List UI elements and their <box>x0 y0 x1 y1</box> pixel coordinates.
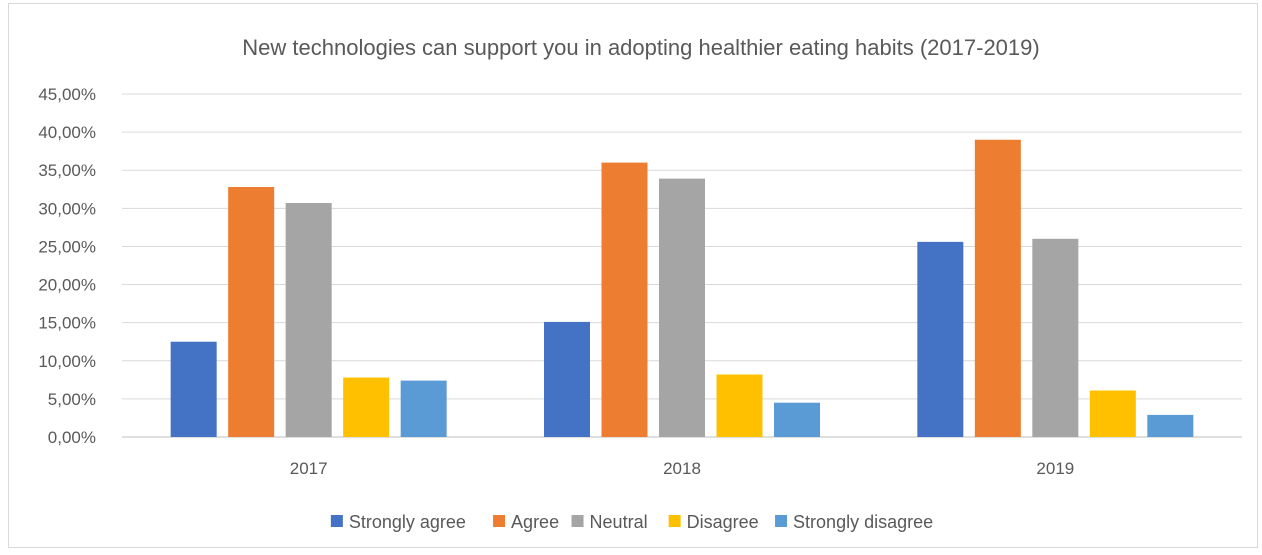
legend-label-strongly-disagree: Strongly disagree <box>793 512 933 532</box>
bar-agree-2018 <box>601 162 648 437</box>
legend-swatch-strongly-disagree <box>775 515 788 527</box>
bar-strongly-agree-2019 <box>917 241 964 437</box>
x-tick-label: 2018 <box>663 459 701 478</box>
legend-swatch-disagree <box>668 515 681 527</box>
bar-neutral-2019 <box>1032 238 1079 437</box>
y-tick-label: 25,00% <box>38 237 96 256</box>
bars <box>170 139 1194 437</box>
chart-title: New technologies can support you in adop… <box>242 35 1039 60</box>
bar-strongly-agree-2017 <box>170 341 217 437</box>
bar-disagree-2018 <box>716 374 763 437</box>
bar-agree-2019 <box>974 139 1021 437</box>
bar-strongly-disagree-2019 <box>1147 414 1194 437</box>
x-tick-label: 2019 <box>1036 459 1074 478</box>
y-tick-label: 20,00% <box>38 276 96 295</box>
bar-neutral-2017 <box>285 202 332 437</box>
y-tick-label: 10,00% <box>38 352 96 371</box>
legend-swatch-strongly-agree <box>330 515 343 527</box>
y-tick-label: 35,00% <box>38 161 96 180</box>
y-tick-label: 15,00% <box>38 314 96 333</box>
bar-strongly-agree-2018 <box>544 321 590 437</box>
bar-neutral-2018 <box>659 178 705 437</box>
bar-agree-2017 <box>228 186 275 437</box>
legend-label-strongly-agree: Strongly agree <box>349 512 466 532</box>
legend: Strongly agree Agree Neutral Disagree Strong… <box>330 512 933 532</box>
bar-strongly-disagree-2017 <box>400 380 447 437</box>
x-tick-label: 2017 <box>290 459 328 478</box>
y-tick-label: 0,00% <box>48 428 96 447</box>
x-axis-ticks: 2017 2018 2019 <box>290 459 1074 478</box>
legend-swatch-neutral <box>571 515 584 527</box>
y-axis-ticks: 0,00% 5,00% 10,00% 15,00% 20,00% 25,00% 30,00%… <box>38 85 96 447</box>
bar-strongly-disagree-2018 <box>774 402 820 437</box>
bar-disagree-2017 <box>343 377 390 437</box>
legend-swatch-agree <box>493 515 506 527</box>
y-tick-label: 45,00% <box>38 85 96 104</box>
legend-label-agree: Agree <box>511 512 559 532</box>
y-tick-label: 5,00% <box>48 390 96 409</box>
legend-label-neutral: Neutral <box>590 512 648 532</box>
y-tick-label: 30,00% <box>38 199 96 218</box>
bar-disagree-2019 <box>1089 390 1136 437</box>
y-tick-label: 40,00% <box>38 123 96 142</box>
legend-label-disagree: Disagree <box>687 512 759 532</box>
